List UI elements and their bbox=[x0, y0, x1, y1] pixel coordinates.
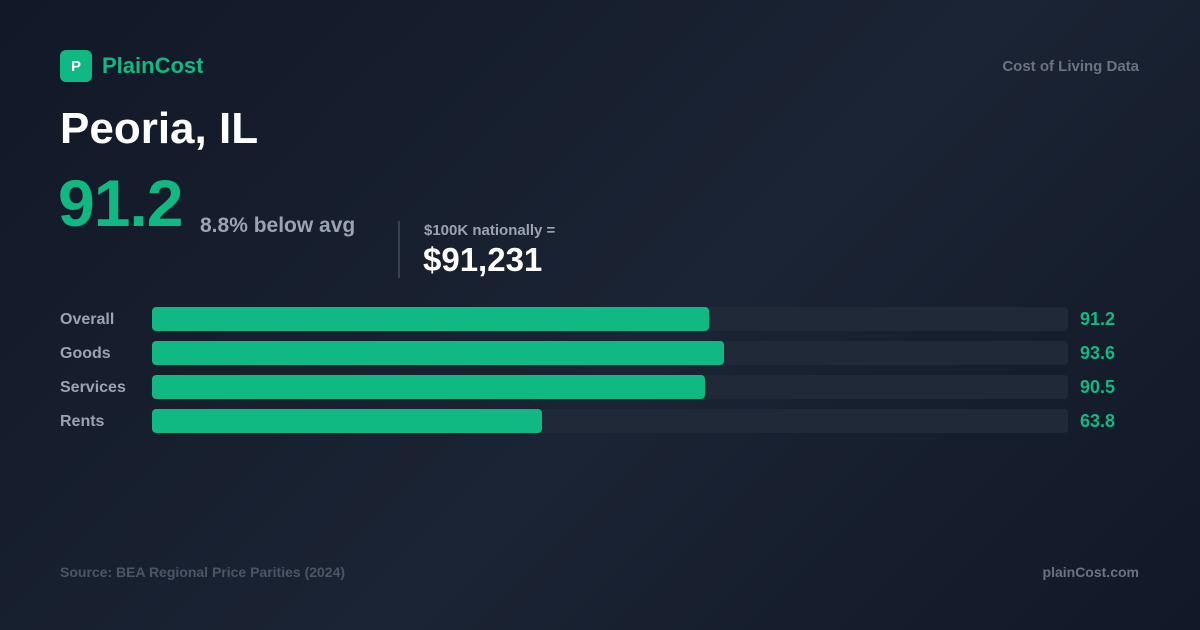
delta-text: 8.8% below avg bbox=[200, 214, 356, 237]
bar-row: Rents 63.8 bbox=[60, 409, 1140, 433]
bar-value: 63.8 bbox=[1080, 411, 1116, 431]
brand-name: PlainCost bbox=[102, 53, 204, 78]
source-note: Source: BEA Regional Price Parities (202… bbox=[60, 564, 346, 580]
bar-value: 93.6 bbox=[1080, 343, 1116, 363]
bar-fill bbox=[152, 307, 709, 331]
bar-row: Goods 93.6 bbox=[60, 341, 1140, 365]
bar-value: 91.2 bbox=[1080, 309, 1116, 329]
bar-row: Overall 91.2 bbox=[60, 307, 1140, 331]
site-url: plainCost.com bbox=[1042, 564, 1139, 580]
divider bbox=[398, 221, 400, 278]
tagline: Cost of Living Data bbox=[1002, 58, 1139, 75]
category-bar-chart: Overall 91.2 Goods 93.6 Services 90.5 Rents 63.… bbox=[60, 307, 1140, 443]
bar-label: Rents bbox=[60, 413, 105, 430]
bar-label: Services bbox=[60, 379, 126, 396]
bar-fill bbox=[152, 409, 542, 433]
bar-row: Services 90.5 bbox=[60, 375, 1140, 399]
city-title: Peoria, IL bbox=[60, 104, 259, 153]
bar-label: Overall bbox=[60, 311, 115, 328]
brand-logo-icon: P bbox=[60, 50, 92, 82]
bar-fill bbox=[152, 375, 705, 399]
bar-track bbox=[152, 341, 1068, 365]
bar-label: Goods bbox=[60, 345, 111, 362]
bar-value: 90.5 bbox=[1080, 377, 1116, 397]
bar-track bbox=[152, 409, 1068, 433]
bar-track bbox=[152, 375, 1068, 399]
equivalent-label: $100K nationally = bbox=[424, 222, 556, 239]
bar-fill bbox=[152, 341, 724, 365]
bar-track bbox=[152, 307, 1068, 331]
cost-index-value: 91.2 bbox=[58, 166, 183, 240]
equivalent-value: $91,231 bbox=[423, 241, 543, 278]
